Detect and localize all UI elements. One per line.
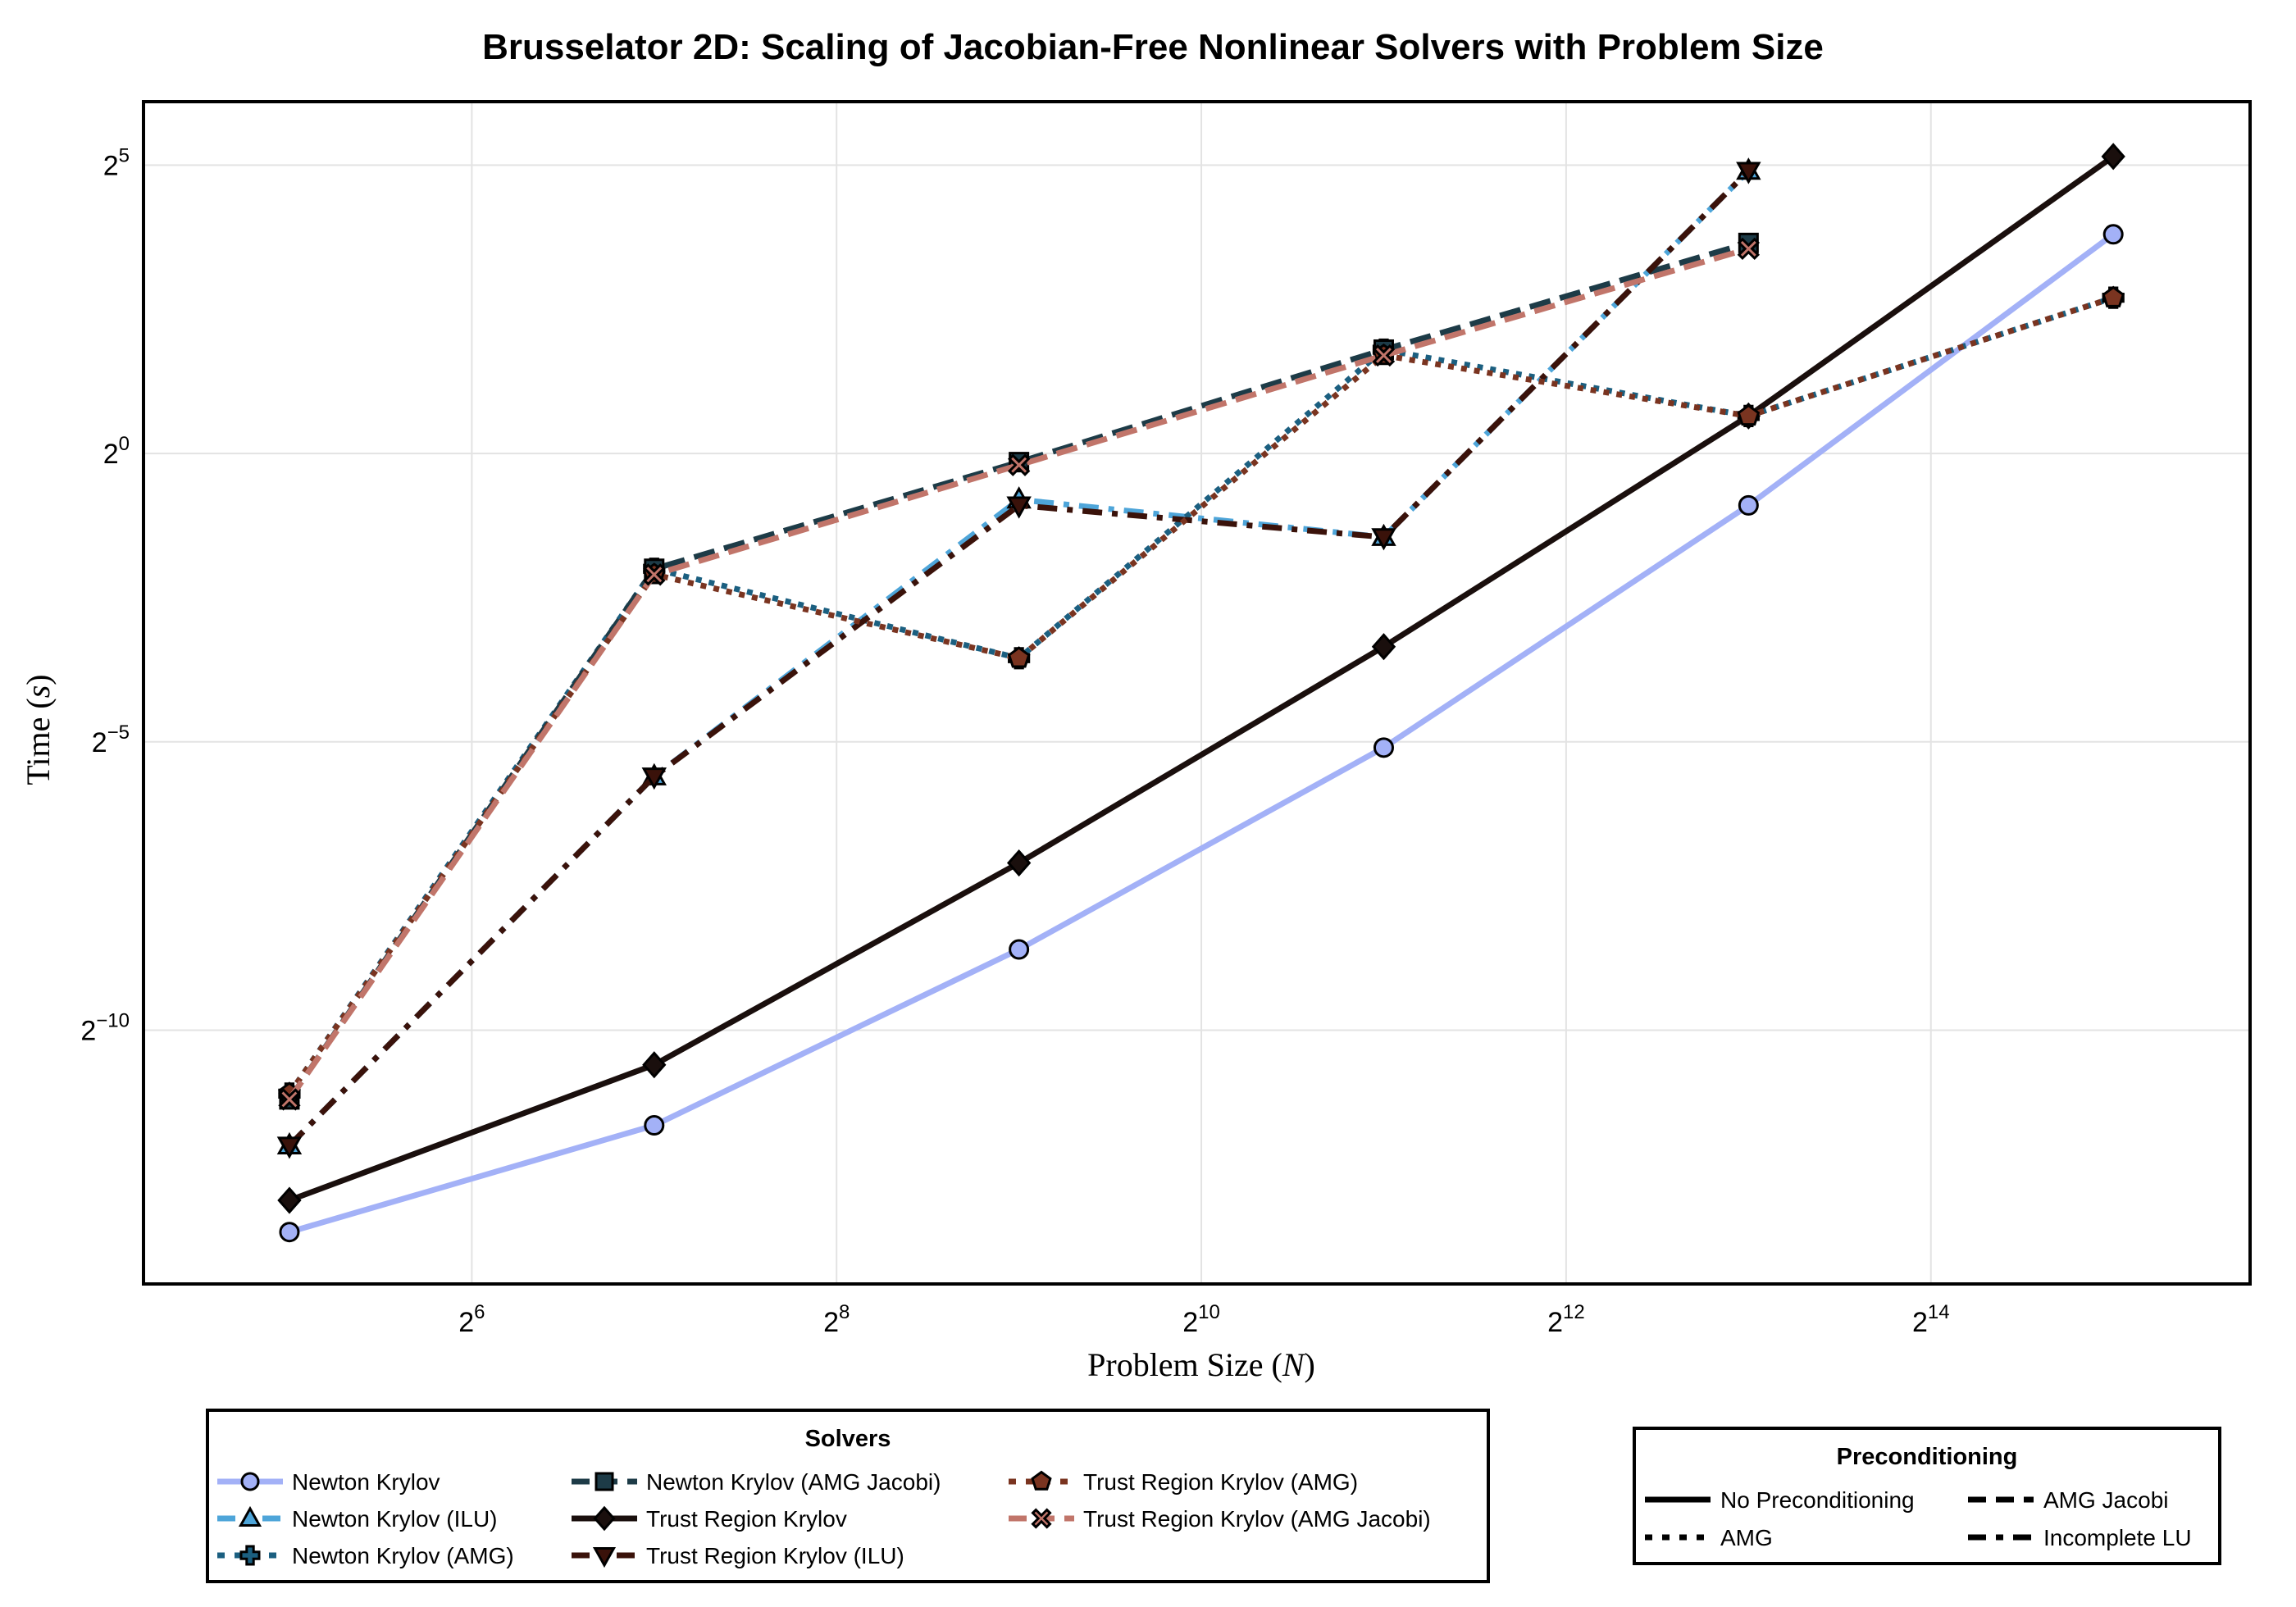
legend-solvers-item: Newton Krylov (AMG) (217, 1543, 514, 1568)
y-tick-label: 20 (103, 433, 130, 470)
legend-marker (239, 1545, 261, 1566)
data-point (641, 767, 667, 790)
data-point (643, 563, 666, 586)
legend-solvers-label: Trust Region Krylov (646, 1506, 847, 1532)
legend-solvers-item: Trust Region Krylov (AMG Jacobi) (1009, 1506, 1431, 1532)
x-axis-label: Problem Size (N) (1087, 1346, 1315, 1383)
legend-solvers-label: Newton Krylov (AMG Jacobi) (646, 1469, 941, 1495)
data-point (1371, 633, 1396, 661)
series-layer (276, 143, 2125, 1243)
data-point (1006, 849, 1032, 877)
legend-solvers-label: Trust Region Krylov (ILU) (646, 1543, 904, 1568)
legend-marker (1031, 1508, 1052, 1529)
y-tick-label: 25 (103, 144, 130, 181)
legend-solvers-label: Newton Krylov (292, 1469, 440, 1495)
x-axis-ticks: 26 28 210 212 214 (458, 1301, 1949, 1338)
data-point (277, 1186, 302, 1214)
legend-preconditioning: Preconditioning No Preconditioning AMG Ja… (1633, 1427, 2221, 1565)
data-point (1371, 528, 1396, 551)
data-point (1009, 939, 1030, 960)
series-line (287, 239, 1750, 1101)
x-tick-label: 28 (823, 1301, 850, 1338)
series-line (288, 231, 2116, 1236)
legend-solvers-label: Trust Region Krylov (AMG Jacobi) (1083, 1506, 1431, 1532)
legend-preconditioning-item: No Preconditioning (1645, 1487, 1915, 1513)
data-point (276, 1136, 303, 1159)
legend-preconditioning-label: No Preconditioning (1720, 1487, 1915, 1513)
data-point (1006, 496, 1032, 519)
legend-preconditioning-label: AMG Jacobi (2043, 1487, 2169, 1513)
series-line (287, 168, 1751, 1148)
y-axis-ticks: 2−10 2−5 20 25 (80, 144, 130, 1046)
data-point (1737, 237, 1761, 261)
legend-preconditioning-items: No Preconditioning AMG Jacobi AMG Incomplet… (1645, 1487, 2192, 1550)
data-point (1738, 494, 1759, 516)
legend-marker (594, 1472, 614, 1491)
data-point (1736, 162, 1761, 184)
legend-solvers-items: Newton Krylov Newton Krylov (ILU) Newton K… (217, 1469, 1431, 1568)
x-tick-label: 212 (1547, 1301, 1585, 1338)
x-tick-label: 214 (1912, 1301, 1950, 1338)
legend-preconditioning-title: Preconditioning (1837, 1444, 2018, 1470)
legend-preconditioning-box (1633, 1427, 2221, 1565)
legend-solvers-item: Newton Krylov (AMG Jacobi) (572, 1469, 941, 1495)
data-point (2101, 143, 2125, 171)
series-8 (278, 237, 1761, 1111)
grid (144, 102, 2250, 1284)
legend-preconditioning-label: Incomplete LU (2043, 1525, 2192, 1550)
plot-frame (142, 100, 2252, 1286)
legend-solvers-item: Newton Krylov (217, 1469, 440, 1495)
series-1 (279, 224, 2124, 1243)
series-line (287, 246, 1750, 1101)
data-point (1737, 403, 1761, 426)
y-tick-label: 2−5 (92, 722, 130, 758)
data-point (1007, 453, 1031, 476)
data-point (1373, 737, 1394, 758)
legend-marker (592, 1547, 617, 1568)
legend-solvers: Solvers Newton Krylov Newton Krylov (ILU)… (206, 1409, 1490, 1583)
data-point (1007, 646, 1031, 668)
legend-marker (240, 1472, 260, 1491)
legend-preconditioning-item: Incomplete LU (1968, 1525, 2192, 1550)
legend-solvers-item: Trust Region Krylov (ILU) (572, 1543, 904, 1568)
data-point (279, 1222, 300, 1243)
y-axis-label: Time (s) (20, 674, 57, 785)
legend-preconditioning-item: AMG Jacobi (1968, 1487, 2169, 1513)
legend-solvers-title: Solvers (805, 1426, 891, 1452)
data-point (2102, 285, 2125, 307)
chart-title: Brusselator 2D: Scaling of Jacobian-Free… (482, 27, 1824, 67)
legend-marker (593, 1505, 616, 1532)
data-point (2102, 224, 2124, 245)
legend-preconditioning-item: AMG (1645, 1525, 1773, 1550)
legend-solvers-item: Newton Krylov (ILU) (217, 1505, 498, 1532)
legend-marker (1031, 1470, 1052, 1491)
legend-marker (238, 1505, 262, 1527)
x-tick-label: 210 (1182, 1301, 1220, 1338)
legend-solvers-box (206, 1409, 1490, 1583)
data-point (642, 1051, 667, 1079)
data-point (278, 1088, 301, 1111)
x-tick-label: 26 (458, 1301, 485, 1338)
series-line (288, 153, 2116, 1204)
legend-solvers-label: Newton Krylov (ILU) (292, 1506, 498, 1532)
y-tick-label: 2−10 (80, 1009, 130, 1046)
legend-solvers-item: Trust Region Krylov (AMG) (1009, 1469, 1358, 1495)
legend-solvers-label: Newton Krylov (AMG) (292, 1543, 514, 1568)
data-point (644, 1115, 665, 1136)
series-6 (276, 162, 1761, 1159)
legend-solvers-item: Trust Region Krylov (572, 1505, 847, 1532)
legend-preconditioning-label: AMG (1720, 1525, 1773, 1550)
data-point (1372, 344, 1396, 367)
legend-solvers-label: Trust Region Krylov (AMG) (1083, 1469, 1358, 1495)
